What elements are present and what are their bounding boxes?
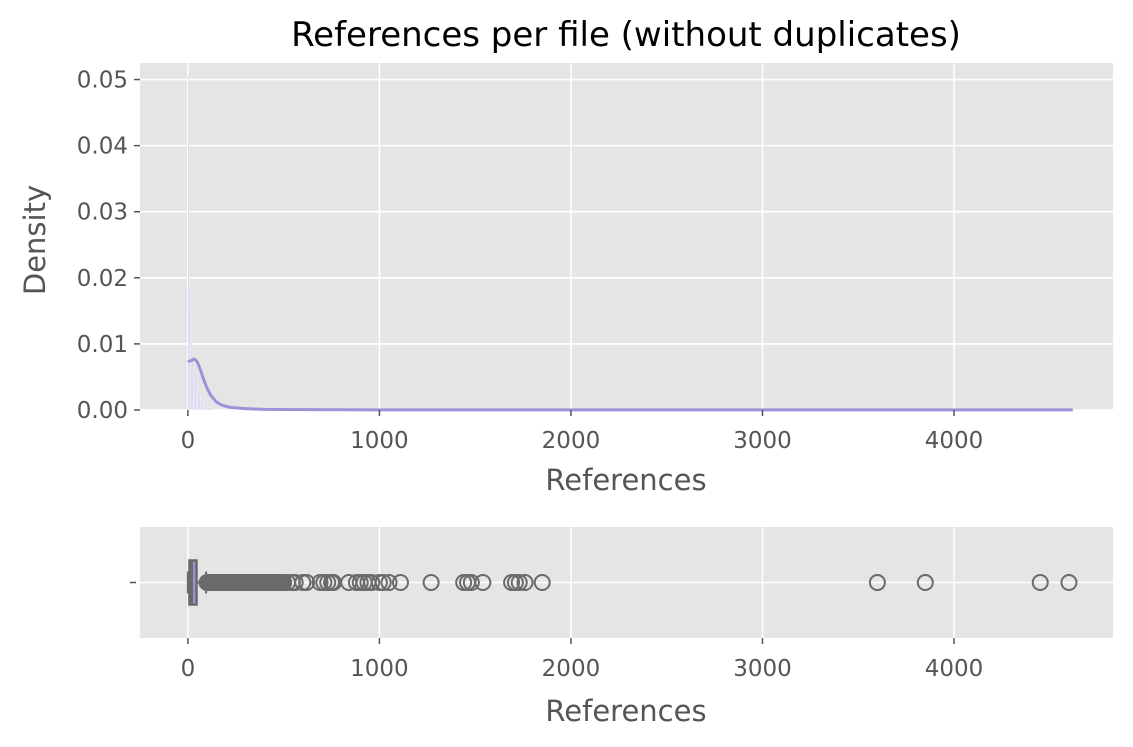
- hist-x-tick-label: 2000: [542, 428, 601, 454]
- box-x-tick-label: 2000: [542, 656, 601, 682]
- boxplot-outliers: [198, 574, 1078, 591]
- histogram-x-axis-label: References: [545, 463, 706, 497]
- boxplot-outlier: [1060, 574, 1078, 591]
- histogram-y-tick-labels: 0.00 0.01 0.02 0.03 0.04 0.05: [77, 68, 140, 424]
- boxplot-outlier: [533, 574, 551, 591]
- boxplot-outlier: [916, 574, 934, 591]
- boxplot-outlier: [380, 574, 398, 591]
- histogram-panel: References per file (without duplicates)…: [18, 15, 1113, 497]
- boxplot-panel: 0 1000 2000 3000 4000 References: [130, 527, 1113, 728]
- chart-title: References per file (without duplicates): [291, 15, 961, 55]
- boxplot-outlier: [462, 574, 480, 591]
- histogram-y-axis-label: Density: [18, 185, 52, 295]
- boxplot-outlier: [391, 574, 409, 591]
- boxplot-x-axis-label: References: [545, 694, 706, 728]
- boxplot-outlier: [286, 574, 304, 591]
- hist-y-tick-label: 0.02: [77, 266, 128, 292]
- hist-x-tick-label: 1000: [350, 428, 409, 454]
- kde-curve: [187, 357, 1073, 412]
- histogram-bar: [213, 408, 215, 411]
- box-x-tick-label: 1000: [350, 656, 409, 682]
- boxplot-outlier: [374, 574, 392, 591]
- histogram-bar: [209, 403, 212, 411]
- boxplot-outlier: [868, 574, 886, 591]
- hist-x-tick-label: 0: [181, 428, 196, 454]
- boxplot-outlier: [1031, 574, 1049, 591]
- boxplot-outlier: [298, 574, 316, 591]
- histogram-bar: [188, 145, 190, 411]
- boxplot-x-tick-labels: 0 1000 2000 3000 4000: [181, 638, 984, 682]
- hist-x-tick-label: 3000: [733, 428, 792, 454]
- boxplot-outlier: [474, 574, 492, 591]
- box-x-tick-label: 3000: [733, 656, 792, 682]
- box-x-tick-label: 0: [181, 656, 196, 682]
- hist-y-tick-label: 0.05: [77, 68, 128, 94]
- hist-x-tick-label: 4000: [925, 428, 984, 454]
- hist-y-tick-label: 0.04: [77, 134, 128, 160]
- boxplot-outlier: [363, 574, 381, 591]
- hist-y-tick-label: 0.00: [77, 398, 128, 424]
- boxplot-outlier: [510, 574, 528, 591]
- hist-y-tick-label: 0.03: [77, 200, 128, 226]
- boxplot-outlier: [516, 574, 534, 591]
- histogram-plot-area: [140, 63, 1113, 410]
- boxplot-outlier: [422, 574, 440, 591]
- box-x-tick-label: 4000: [925, 656, 984, 682]
- hist-y-tick-label: 0.01: [77, 332, 128, 358]
- histogram-x-tick-labels: 0 1000 2000 3000 4000: [181, 410, 984, 454]
